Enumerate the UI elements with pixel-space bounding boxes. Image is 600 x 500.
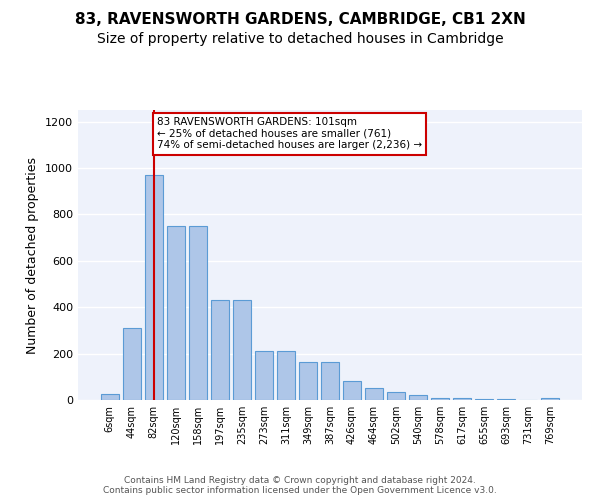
Text: Size of property relative to detached houses in Cambridge: Size of property relative to detached ho… (97, 32, 503, 46)
Bar (431, 398, 449, 400)
Bar (321, 362, 339, 400)
Bar (211, 300, 229, 400)
Bar (343, 382, 361, 400)
Text: 83 RAVENSWORTH GARDENS: 101sqm
← 25% of detached houses are smaller (761)
74% of: 83 RAVENSWORTH GARDENS: 101sqm ← 25% of … (157, 117, 422, 150)
Bar (189, 226, 206, 400)
Bar (365, 388, 383, 400)
Text: 83, RAVENSWORTH GARDENS, CAMBRIDGE, CB1 2XN: 83, RAVENSWORTH GARDENS, CAMBRIDGE, CB1 … (74, 12, 526, 28)
Bar (409, 396, 427, 400)
Bar (497, 399, 515, 400)
Bar (299, 362, 317, 400)
Bar (145, 175, 163, 400)
Bar (387, 392, 405, 400)
Bar (454, 398, 471, 400)
Bar (123, 328, 140, 400)
Y-axis label: Number of detached properties: Number of detached properties (26, 156, 40, 354)
Bar (277, 352, 295, 400)
Bar (167, 226, 185, 400)
Text: Contains HM Land Registry data © Crown copyright and database right 2024.
Contai: Contains HM Land Registry data © Crown c… (103, 476, 497, 495)
Bar (255, 352, 273, 400)
Bar (541, 398, 559, 400)
Bar (101, 394, 119, 400)
Bar (475, 399, 493, 400)
Bar (233, 300, 251, 400)
